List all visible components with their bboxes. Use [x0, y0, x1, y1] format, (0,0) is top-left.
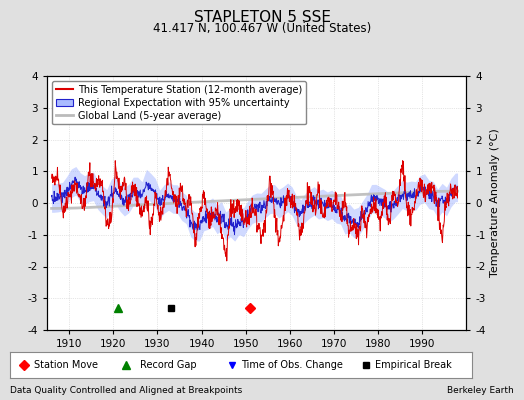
Text: 41.417 N, 100.467 W (United States): 41.417 N, 100.467 W (United States)	[153, 22, 371, 35]
Text: Record Gap: Record Gap	[139, 360, 196, 370]
Legend: This Temperature Station (12-month average), Regional Expectation with 95% uncer: This Temperature Station (12-month avera…	[52, 81, 307, 124]
Text: STAPLETON 5 SSE: STAPLETON 5 SSE	[193, 10, 331, 25]
Text: Data Quality Controlled and Aligned at Breakpoints: Data Quality Controlled and Aligned at B…	[10, 386, 243, 395]
Text: Berkeley Earth: Berkeley Earth	[447, 386, 514, 395]
Y-axis label: Temperature Anomaly (°C): Temperature Anomaly (°C)	[490, 129, 500, 277]
Text: Time of Obs. Change: Time of Obs. Change	[241, 360, 343, 370]
Text: Empirical Break: Empirical Break	[375, 360, 452, 370]
Text: Station Move: Station Move	[34, 360, 97, 370]
